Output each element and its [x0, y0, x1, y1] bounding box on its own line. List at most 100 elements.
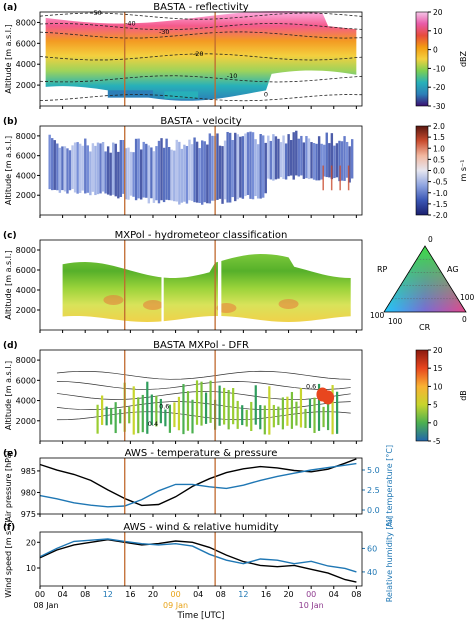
velocity-bin — [190, 144, 194, 201]
dfr-bin — [331, 385, 334, 435]
plot-frame — [39, 531, 363, 587]
velocity-bin — [241, 136, 245, 199]
data-gap — [161, 240, 164, 330]
dfr-bin — [268, 386, 271, 435]
panel-label: (b) — [3, 117, 18, 127]
y-axis-label-right: Relative humidity [%] — [385, 516, 394, 603]
velocity-bin — [129, 151, 133, 196]
y-tick-label: 10 — [26, 564, 36, 573]
dfr-bin — [263, 405, 266, 435]
series-line — [39, 538, 357, 573]
y-tick-label: 8000 — [16, 18, 36, 27]
dfr-bin — [119, 409, 122, 424]
dfr-bin — [209, 380, 212, 423]
velocity-bin — [234, 132, 237, 202]
colorbar-tick-label: -10 — [433, 64, 445, 73]
panel-title: AWS - wind & relative humidity — [123, 522, 278, 533]
dfr-bin — [141, 394, 144, 433]
velocity-bin — [223, 140, 227, 200]
y-axis-label: Altitude [m a.s.l.] — [4, 250, 13, 319]
velocity-bin — [86, 145, 90, 193]
x-date-label: 09 Jan — [163, 601, 188, 610]
velocity-bin — [297, 138, 300, 177]
dfr-bin — [299, 388, 303, 428]
velocity-bin — [302, 142, 306, 179]
x-tick-label: 20 — [148, 590, 158, 599]
y-axis-label-right: Air temperature [°C] — [385, 445, 394, 527]
colorbar-tick-label: -1.0 — [433, 189, 448, 198]
velocity-bin — [175, 139, 178, 202]
velocity-bin — [317, 136, 321, 181]
velocity-bin — [348, 146, 351, 183]
colorbar-tick-label: 20 — [433, 346, 443, 355]
contour-label: -40 — [125, 20, 136, 28]
y-tick-label: 2000 — [16, 191, 36, 200]
velocity-bin — [267, 135, 270, 179]
velocity-bin — [335, 143, 339, 178]
dfr-bin — [218, 385, 221, 426]
contour-label: -30 — [159, 28, 170, 36]
dfr-bin — [101, 395, 104, 425]
riming-region — [216, 303, 237, 313]
velocity-bin — [137, 138, 140, 199]
x-tick-label: 08 — [80, 590, 90, 599]
y-tick-label: 980 — [21, 488, 36, 497]
dfr-bin — [173, 402, 176, 428]
colorbar — [415, 349, 429, 442]
velocity-bin — [216, 133, 219, 200]
velocity-bin — [211, 135, 214, 201]
dfr-bin — [259, 405, 262, 430]
isotherm-contour — [39, 31, 363, 39]
colorbar-tick-label: -30 — [433, 102, 445, 111]
velocity-bin — [188, 139, 191, 201]
isotherm-contour — [39, 75, 363, 83]
colorbar-tick-label: -20 — [433, 83, 445, 92]
velocity-bin — [195, 141, 199, 203]
velocity-bin — [284, 143, 288, 180]
velocity-bin — [315, 143, 318, 181]
x-tick-label: 20 — [283, 590, 293, 599]
dfr-bin — [336, 391, 339, 434]
velocity-bin — [76, 142, 79, 194]
low-echo-band — [164, 91, 199, 99]
velocity-bin — [295, 130, 298, 176]
velocity-bin — [165, 138, 168, 200]
dfr-bin — [286, 396, 289, 426]
velocity-bin — [94, 145, 97, 196]
y-tick-label: 2000 — [16, 417, 36, 426]
ternary-apex-label: CR — [419, 323, 431, 332]
velocity-bin — [218, 145, 222, 199]
data-gap — [217, 240, 222, 330]
velocity-bin — [259, 134, 262, 199]
contour-label: 0.6 — [306, 382, 316, 390]
velocity-bin — [160, 138, 163, 201]
dfr-bin — [308, 398, 312, 428]
velocity-bin — [139, 149, 143, 200]
dfr-bin — [290, 391, 294, 429]
velocity-bin — [61, 146, 64, 191]
dfr-bin — [164, 409, 167, 427]
velocity-bin — [114, 143, 117, 197]
velocity-bin — [162, 147, 166, 203]
y-tick-label-right: 2.5 — [367, 486, 380, 495]
low-echo-band — [107, 90, 153, 98]
panel-title: BASTA - reflectivity — [153, 2, 248, 13]
dfr-bin — [204, 392, 208, 424]
velocity-bin — [323, 144, 326, 177]
velocity-bin — [312, 143, 316, 180]
velocity-bin — [322, 165, 324, 191]
velocity-bin — [84, 138, 87, 194]
colorbar-tick-label: 0 — [433, 419, 438, 428]
y-tick-label: 6000 — [16, 376, 36, 385]
plot-frame — [39, 457, 363, 515]
dfr-bin — [227, 389, 230, 430]
velocity-bin — [201, 140, 204, 205]
dfr-bin — [245, 409, 248, 427]
velocity-bin — [350, 139, 354, 179]
y-tick-label: 2000 — [16, 81, 36, 90]
velocity-bin — [104, 151, 107, 194]
velocity-bin — [183, 144, 186, 202]
velocity-bin — [347, 165, 350, 191]
velocity-bin — [330, 133, 334, 180]
